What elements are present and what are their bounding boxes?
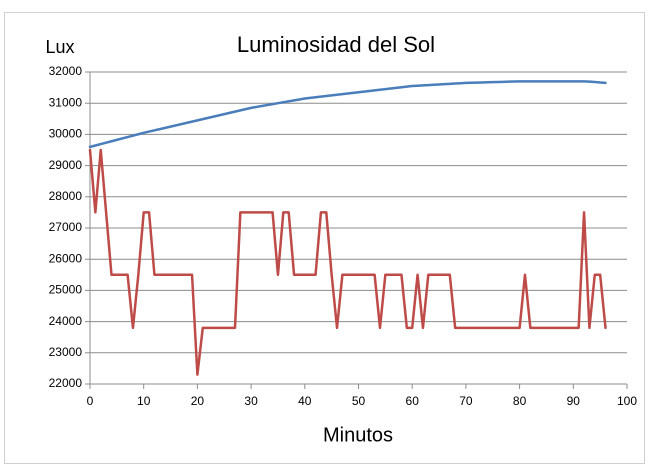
x-tick-label: 20 — [191, 394, 205, 408]
y-axis-label: Lux — [45, 37, 74, 57]
chart-frame — [4, 12, 645, 464]
x-tick-label: 100 — [617, 394, 637, 408]
y-tick-label: 29000 — [49, 158, 83, 172]
y-tick-label: 26000 — [49, 251, 83, 265]
y-tick-label: 28000 — [49, 189, 83, 203]
x-tick-label: 10 — [137, 394, 151, 408]
y-tick-label: 27000 — [49, 220, 83, 234]
x-tick-label: 60 — [406, 394, 420, 408]
x-tick-label: 80 — [513, 394, 527, 408]
x-tick-label: 0 — [87, 394, 94, 408]
x-axis-label: Minutos — [323, 424, 393, 446]
x-tick-label: 30 — [244, 394, 258, 408]
y-tick-label: 24000 — [49, 314, 83, 328]
x-tick-label: 40 — [298, 394, 312, 408]
y-tick-label: 23000 — [49, 345, 83, 359]
y-tick-label: 25000 — [49, 283, 83, 297]
x-tick-label: 90 — [567, 394, 581, 408]
data-line — [88, 148, 607, 376]
x-tick-label: 70 — [459, 394, 473, 408]
y-tick-label: 30000 — [49, 127, 83, 141]
y-tick-label: 22000 — [49, 376, 83, 390]
x-tick-label: 50 — [352, 394, 366, 408]
y-tick-label: 32000 — [49, 64, 83, 78]
chart-title: Luminosidad del Sol — [237, 32, 435, 57]
data-line — [88, 80, 607, 149]
y-tick-label: 31000 — [49, 95, 83, 109]
